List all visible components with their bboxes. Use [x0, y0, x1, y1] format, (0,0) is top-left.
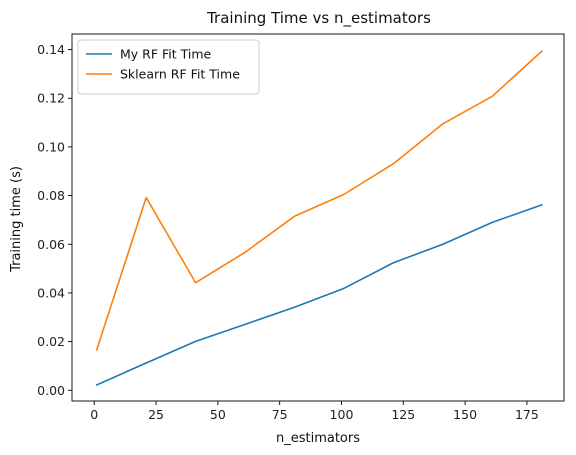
y-tick-label: 0.04	[37, 285, 65, 300]
legend: My RF Fit Time Sklearn RF Fit Time	[77, 39, 260, 95]
legend-box	[77, 39, 260, 95]
y-tick-label: 0.10	[37, 139, 65, 154]
x-tick-label: 125	[391, 407, 415, 422]
x-tick-label: 0	[90, 407, 98, 422]
y-tick-label: 0.14	[37, 42, 65, 57]
chart-title: Training Time vs n_estimators	[206, 9, 431, 28]
y-tick-label: 0.06	[37, 237, 65, 252]
series-line-1	[95, 203, 543, 386]
x-axis-label: n_estimators	[276, 431, 360, 446]
series-line-2	[95, 50, 543, 351]
x-axis-ticks: 0 25 50 75 100 125 150 175	[90, 401, 539, 422]
y-tick-label: 0.08	[37, 188, 65, 203]
y-tick-label: 0.02	[37, 334, 65, 349]
x-tick-label: 25	[148, 407, 164, 422]
legend-entry-label: My RF Fit Time	[120, 47, 212, 62]
y-tick-label: 0.00	[37, 383, 65, 398]
series-lines	[95, 50, 543, 386]
x-tick-label: 150	[453, 407, 477, 422]
plot-area	[71, 33, 565, 402]
x-tick-label: 50	[210, 407, 226, 422]
x-tick-label: 175	[515, 407, 539, 422]
legend-entry-label: Sklearn RF Fit Time	[120, 67, 240, 82]
y-axis-ticks: 0.00 0.02 0.04 0.06 0.08 0.10 0.12 0.14	[37, 42, 72, 398]
y-tick-label: 0.12	[37, 91, 65, 106]
x-tick-label: 75	[272, 407, 288, 422]
y-axis-label: Training time (s)	[9, 166, 24, 273]
x-tick-label: 100	[330, 407, 354, 422]
axes-frame	[71, 33, 565, 402]
